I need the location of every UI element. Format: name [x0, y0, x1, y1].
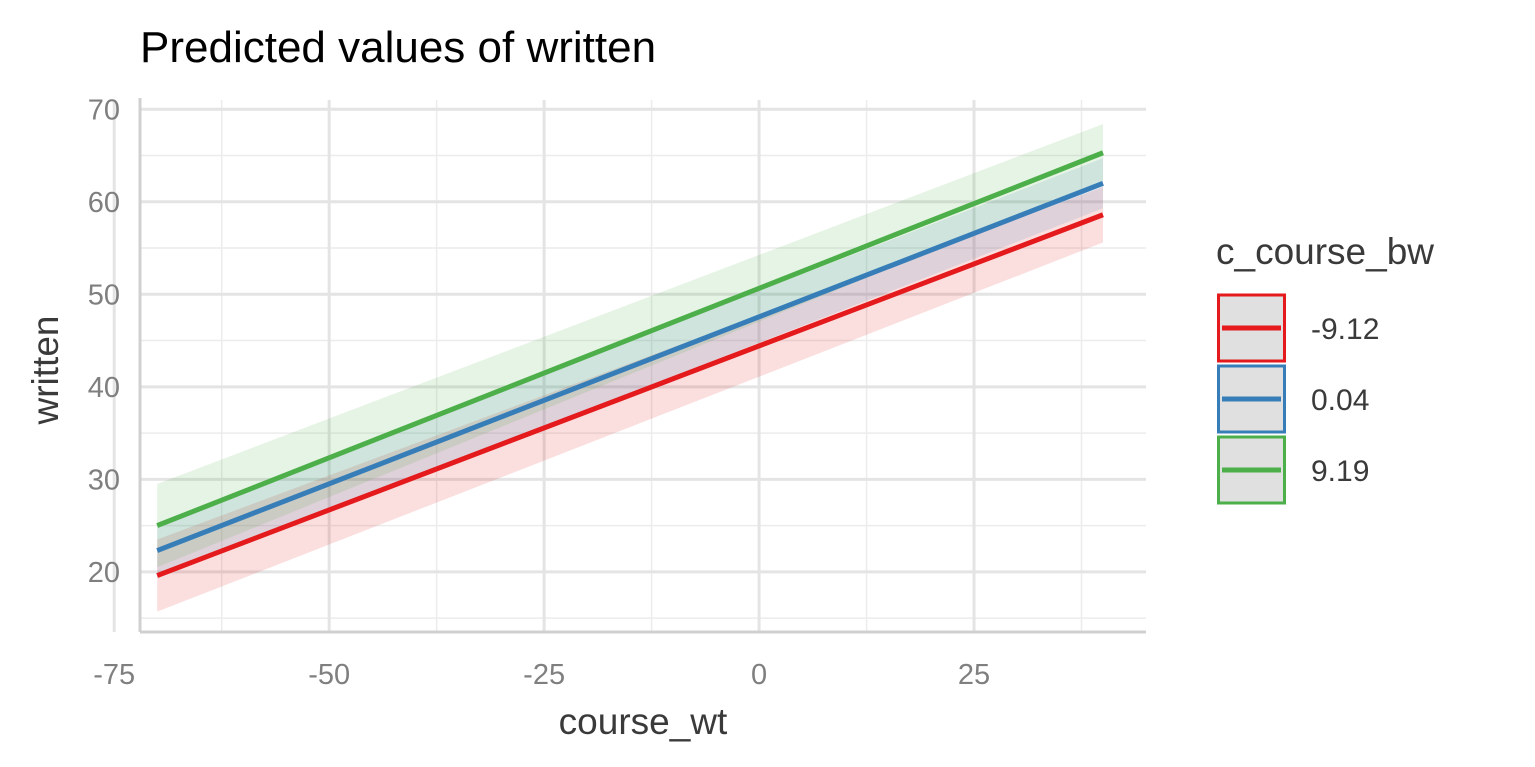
legend-label: -9.12 [1311, 313, 1379, 346]
series-line [156, 212, 1104, 578]
x-tick-label: -75 [93, 659, 135, 691]
x-tick-label: -50 [308, 659, 350, 691]
chart-title: Predicted values of written [140, 23, 656, 72]
y-tick-label: 20 [88, 557, 120, 589]
axes [138, 98, 1146, 634]
series-lines [156, 150, 1104, 578]
y-tick-label: 60 [88, 187, 120, 219]
legend-title: c_course_bw [1216, 231, 1434, 272]
y-axis-ticks: 20 30 40 50 60 70 [88, 94, 120, 589]
confidence-band [157, 186, 1104, 612]
x-tick-label: 25 [958, 659, 990, 691]
x-axis-ticks: -75 -50 -25 0 25 [93, 659, 990, 691]
y-axis-title: written [25, 316, 66, 426]
legend-label: 0.04 [1311, 384, 1369, 417]
series-line [156, 150, 1104, 528]
y-tick-label: 40 [88, 372, 120, 404]
y-tick-label: 70 [88, 94, 120, 126]
confidence-band [157, 124, 1104, 568]
legend-label: 9.19 [1311, 455, 1369, 488]
series-line [156, 180, 1104, 553]
x-tick-label: 0 [751, 659, 767, 691]
grid [112, 100, 1146, 632]
y-tick-label: 50 [88, 279, 120, 311]
x-tick-label: -25 [523, 659, 565, 691]
legend-items: -9.12 0.04 9.19 [1217, 293, 1379, 505]
legend: c_course_bw -9.12 0.04 9.19 [1216, 231, 1434, 505]
y-tick-label: 30 [88, 464, 120, 496]
x-axis-title: course_wt [559, 701, 728, 742]
